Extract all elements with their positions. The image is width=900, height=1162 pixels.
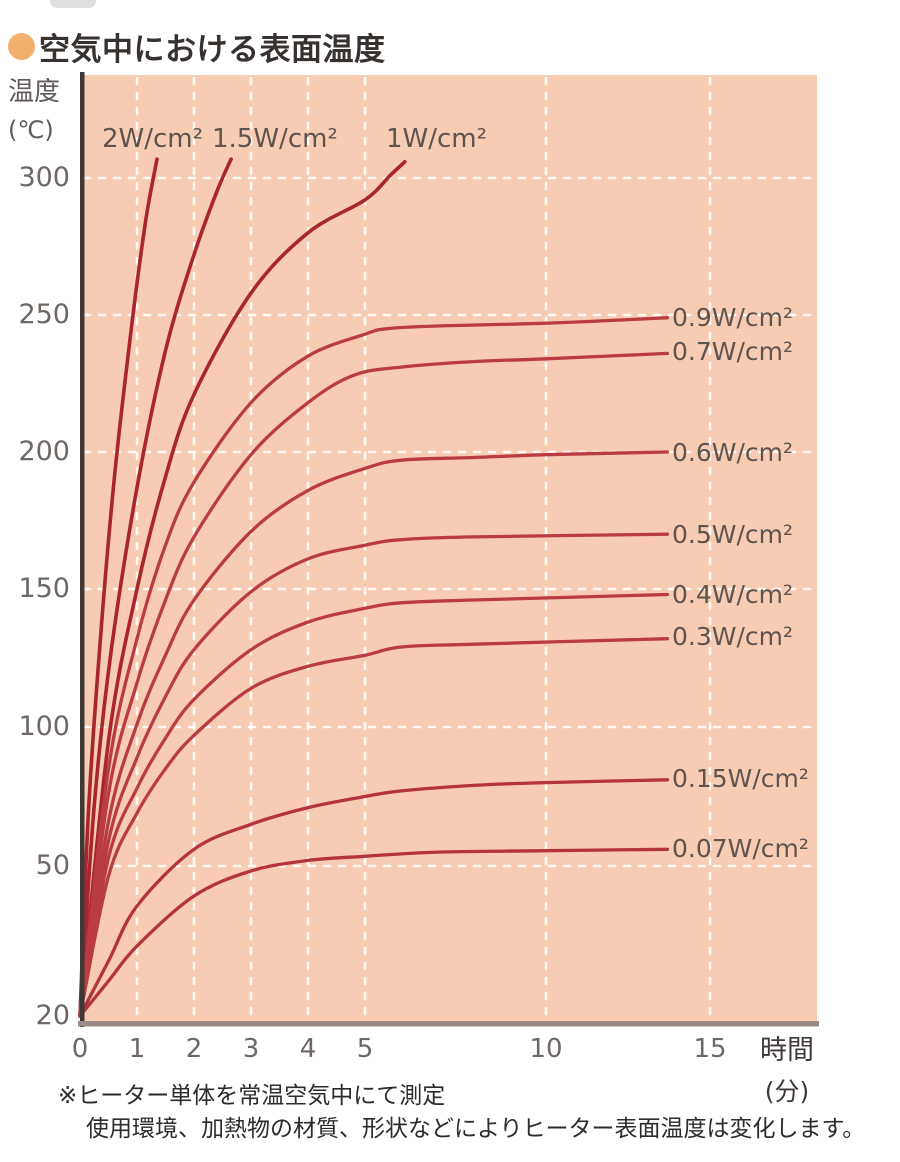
footnote-line-2: 使用環境、加熱物の材質、形状などによりヒーター表面温度は変化します。	[86, 1116, 866, 1142]
x-tick-3: 3	[242, 1034, 260, 1064]
chart-header: 空気中における表面温度	[8, 24, 386, 69]
y-tick-50: 50	[35, 850, 70, 881]
curve-1W/cm²	[78, 160, 407, 1018]
curve-0.15W/cm²	[78, 778, 670, 1018]
plot-background	[84, 75, 817, 1021]
curve-label-0.6w: 0.6W/cm²	[672, 438, 794, 467]
y-axis-line	[80, 72, 85, 1027]
page-title: 空気中における表面温度	[39, 32, 386, 68]
x-axis-unit-text: (分)	[764, 1077, 810, 1107]
y-axis-unit-text: (℃)	[8, 115, 54, 144]
curve-label-0.3w: 0.3W/cm²	[672, 622, 794, 651]
curve-label-0.4w: 0.4W/cm²	[672, 580, 794, 609]
curve-1.5W/cm²	[78, 157, 233, 1018]
curve-0.7W/cm²	[78, 351, 670, 1018]
y-tick-200: 200	[18, 436, 70, 467]
x-tick-10: 10	[529, 1034, 563, 1064]
x-tick-5: 5	[356, 1034, 374, 1064]
x-axis-line	[78, 1021, 819, 1027]
y-tick-250: 250	[18, 299, 70, 330]
curve-label-0.5w: 0.5W/cm²	[672, 520, 794, 549]
curve-label-2w: 2W/cm²	[102, 124, 204, 154]
y-tick-20: 20	[35, 1000, 70, 1031]
x-axis-title-text: 時間	[760, 1035, 814, 1066]
curve-0.4W/cm²	[78, 592, 670, 1018]
y-tick-300: 300	[18, 162, 70, 193]
x-tick-1: 1	[128, 1034, 146, 1064]
footnote-line-1: ※ヒーター単体を常温空気中にて測定	[58, 1083, 446, 1109]
curve-label-1.5w: 1.5W/cm²	[212, 124, 338, 154]
x-tick-15: 15	[693, 1034, 727, 1064]
curve-label-0.07w: 0.07W/cm²	[672, 834, 809, 863]
curve-label-0.9w: 0.9W/cm²	[672, 303, 794, 332]
curve-0.3W/cm²	[78, 637, 670, 1018]
x-tick-2: 2	[185, 1034, 203, 1064]
curve-label-0.7w: 0.7W/cm²	[672, 337, 794, 366]
screenshot-edge-artifact	[50, 0, 96, 8]
y-tick-150: 150	[18, 573, 70, 604]
y-axis-title-text: 温度	[8, 77, 61, 107]
x-tick-0: 0	[71, 1034, 89, 1064]
curve-label-0.15w: 0.15W/cm²	[672, 764, 809, 793]
curve-0.9W/cm²	[78, 316, 670, 1018]
title-bullet-icon	[8, 33, 35, 60]
x-axis-title: 時間 (分)	[751, 1033, 823, 1109]
x-tick-4: 4	[299, 1034, 317, 1064]
curve-0.5W/cm²	[78, 532, 670, 1018]
curve-label-1w: 1W/cm²	[386, 124, 488, 154]
y-axis-title: 温度 (℃)	[8, 76, 60, 145]
curve-0.6W/cm²	[78, 450, 670, 1018]
curve-0.07W/cm²	[78, 847, 670, 1018]
curve-2W/cm²	[78, 157, 159, 1018]
y-tick-100: 100	[18, 711, 70, 742]
